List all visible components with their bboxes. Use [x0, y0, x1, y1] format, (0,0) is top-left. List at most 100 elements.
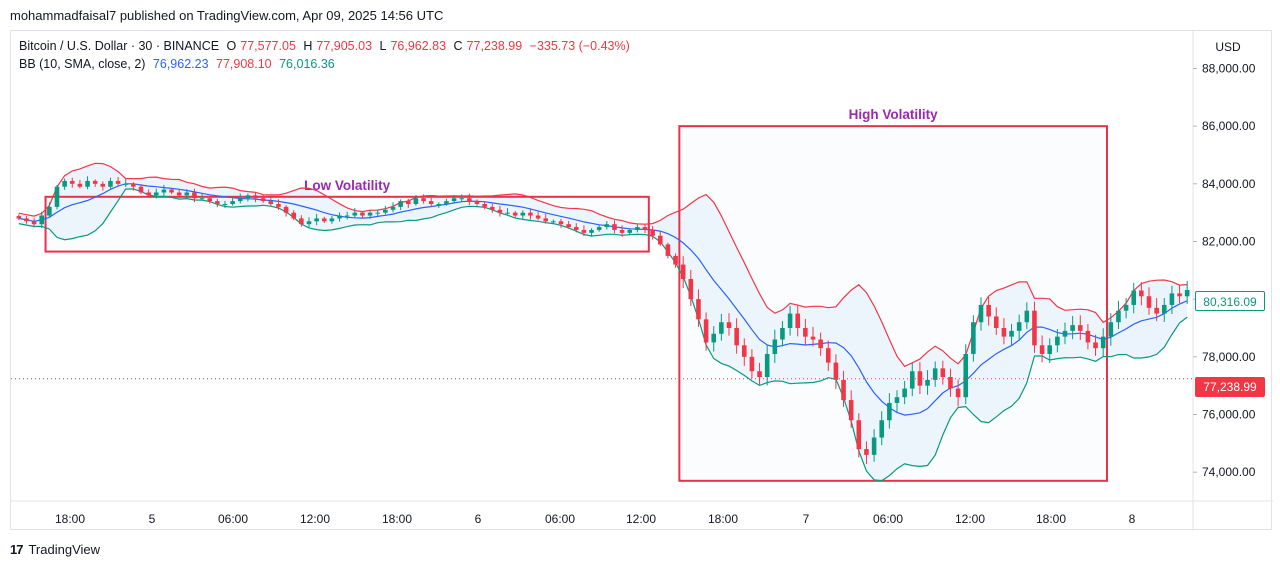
low-value: 76,962.83	[390, 39, 447, 53]
price-chart[interactable]: 88,000.0086,000.0084,000.0082,000.0080,0…	[11, 31, 1273, 531]
candle-body	[1024, 310, 1030, 323]
candle-body	[696, 299, 701, 320]
candle-body	[963, 353, 969, 398]
volatility-box	[44, 195, 650, 253]
candle-body	[444, 201, 449, 205]
candle-body	[1047, 345, 1053, 354]
candle-body	[451, 198, 457, 202]
candle-body	[276, 204, 281, 207]
candle-body	[749, 356, 755, 372]
open-letter: O	[226, 39, 237, 53]
candle-body	[505, 212, 510, 214]
candle-body	[757, 371, 762, 378]
candle-body	[833, 362, 839, 380]
candle-body	[818, 339, 823, 349]
candle-body	[596, 227, 602, 230]
y-tick-label: 74,000.00	[1202, 465, 1256, 479]
candle-body	[131, 183, 136, 187]
candle-body	[367, 212, 373, 216]
x-tick-label: 6	[475, 512, 482, 526]
candle-body	[390, 206, 396, 210]
candle-body	[123, 183, 129, 185]
candle-body	[1016, 322, 1022, 331]
candle-body	[207, 198, 213, 202]
close-letter: C	[453, 39, 463, 53]
candle-body	[1169, 293, 1175, 305]
currency-button[interactable]: USD	[1215, 40, 1241, 54]
candle-body	[421, 198, 426, 202]
x-tick-label: 06:00	[218, 512, 248, 526]
candle-body	[85, 180, 90, 187]
candle-body	[772, 339, 778, 354]
volatility-label: Low Volatility	[304, 178, 390, 193]
low-letter: L	[379, 39, 387, 53]
candle-body	[69, 180, 75, 184]
candle-body	[100, 183, 106, 187]
y-tick-label: 82,000.00	[1202, 234, 1256, 248]
candle-body	[62, 180, 67, 187]
candle-body	[734, 327, 739, 346]
candle-body	[436, 204, 442, 206]
candle-body	[115, 180, 121, 184]
candle-body	[978, 304, 984, 323]
candle-body	[1077, 325, 1083, 331]
candle-body	[887, 402, 892, 421]
candle-body	[467, 198, 472, 202]
candle-body	[948, 377, 953, 389]
candle-body	[612, 224, 617, 230]
candle-body	[192, 192, 197, 199]
candle-body	[971, 322, 976, 354]
y-tick-label: 88,000.00	[1202, 61, 1256, 75]
symbol-label: Bitcoin / U.S. Dollar · 30 · BINANCE	[19, 39, 220, 53]
candle-body	[161, 189, 167, 193]
candle-body	[1154, 307, 1159, 314]
candle-body	[329, 218, 335, 222]
candle-body	[405, 201, 411, 205]
candle-body	[528, 212, 533, 216]
candle-body	[375, 212, 381, 214]
candle-body	[16, 216, 22, 219]
candle-body	[138, 186, 144, 193]
candle-body	[1131, 290, 1137, 305]
candle-body	[520, 212, 526, 216]
candle-body	[1085, 330, 1091, 343]
y-tick-label: 86,000.00	[1202, 119, 1256, 133]
candle-body	[1001, 327, 1007, 337]
brand-name: TradingView	[28, 542, 101, 557]
tradingview-logo-icon: 17	[10, 542, 24, 557]
candle-body	[604, 224, 610, 228]
x-tick-label: 06:00	[545, 512, 575, 526]
candle-body	[1009, 330, 1014, 337]
bb-upper-line	[18, 162, 1188, 368]
candle-body	[291, 212, 297, 219]
candle-body	[680, 264, 686, 279]
bb-basis-value: 76,962.23	[152, 57, 209, 71]
last-price-tag: 80,316.09	[1195, 291, 1265, 311]
change-value: −335.73 (−0.43%)	[529, 39, 630, 53]
candle-body	[184, 192, 190, 196]
bb-upper-value: 77,908.10	[216, 57, 272, 71]
candle-body	[1184, 290, 1190, 297]
candle-body	[688, 278, 694, 300]
candle-body	[413, 198, 419, 205]
candle-body	[879, 420, 885, 438]
high-value: 77,905.03	[316, 39, 373, 53]
candle-body	[848, 400, 854, 421]
candle-body	[986, 304, 991, 317]
candle-body	[1116, 310, 1121, 323]
candle-body	[215, 201, 220, 205]
x-tick-label: 12:00	[955, 512, 985, 526]
footer-brand[interactable]: 17 TradingView	[10, 542, 100, 557]
candle-body	[1123, 304, 1129, 311]
candle-body	[54, 186, 60, 207]
chart-frame[interactable]: 88,000.0086,000.0084,000.0082,000.0080,0…	[10, 30, 1273, 531]
candle-body	[741, 345, 747, 357]
candle-body	[650, 229, 655, 236]
candle-body	[47, 206, 52, 216]
candle-body	[24, 218, 29, 222]
candle-body	[764, 353, 770, 378]
candle-body	[719, 322, 724, 334]
candle-body	[512, 212, 518, 216]
candle-body	[497, 209, 503, 213]
candle-body	[726, 322, 732, 328]
